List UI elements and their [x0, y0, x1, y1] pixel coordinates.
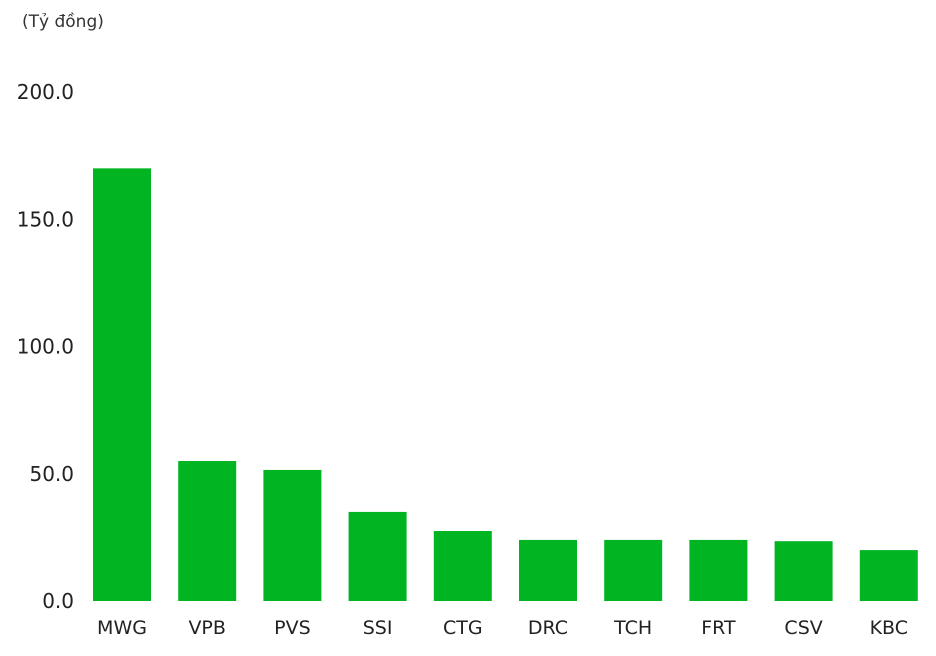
x-tick-label-tch: TCH [613, 617, 652, 639]
x-tick-label-ssi: SSI [363, 617, 393, 639]
bar-pvs [263, 469, 322, 601]
x-tick-label-ctg: CTG [443, 617, 483, 639]
x-axis-ticks: MWG VPB PVS SSI CTG DRC TCH FRT CSV KBC [97, 617, 908, 639]
y-axis-ticks: 0.0 50.0 100.0 150.0 200.0 [17, 80, 74, 613]
bar-tch [604, 539, 663, 601]
bar-mwg [93, 168, 151, 601]
bars-group [93, 168, 918, 601]
x-tick-label-drc: DRC [528, 617, 568, 639]
x-tick-label-pvs: PVS [274, 617, 311, 639]
x-tick-label-csv: CSV [784, 617, 822, 639]
y-tick-label: 50.0 [29, 462, 74, 486]
y-tick-label: 100.0 [17, 335, 74, 359]
x-tick-label-vpb: VPB [188, 617, 226, 639]
y-tick-label: 0.0 [42, 589, 74, 613]
x-tick-label-kbc: KBC [870, 617, 908, 639]
x-tick-label-mwg: MWG [97, 617, 147, 639]
y-tick-label: 150.0 [17, 207, 74, 231]
x-tick-label-frt: FRT [701, 617, 736, 639]
y-tick-label: 200.0 [17, 80, 74, 104]
bar-frt [689, 539, 748, 601]
bar-ssi [348, 511, 407, 601]
bar-kbc [859, 550, 918, 601]
bar-vpb [178, 461, 237, 601]
bar-ctg [433, 531, 492, 601]
bar-drc [519, 539, 577, 601]
y-unit-label: (Tỷ đồng) [22, 11, 104, 32]
bar-csv [774, 541, 833, 601]
